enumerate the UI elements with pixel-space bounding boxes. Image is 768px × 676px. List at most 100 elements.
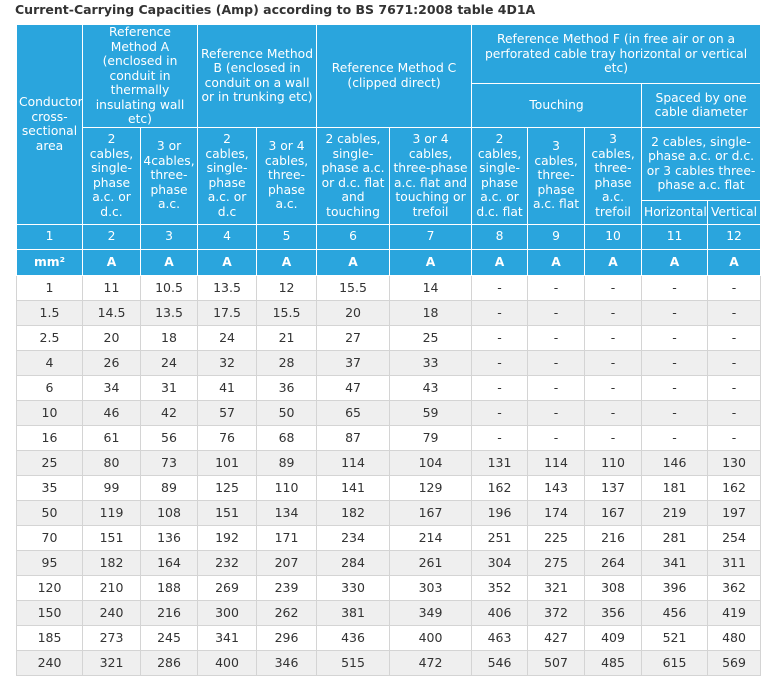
data-cell: 341	[641, 549, 709, 576]
data-cell: 70	[16, 524, 83, 551]
data-cell: 14.5	[82, 299, 141, 326]
data-cell: -	[471, 399, 529, 426]
data-cell: 286	[139, 649, 199, 676]
data-cell: 264	[584, 549, 643, 576]
header-cell: 2 cables, single-phase a.c. or d.c	[197, 126, 258, 225]
data-cell: 131	[471, 449, 529, 476]
unit-cell: A	[389, 248, 473, 276]
data-cell: 167	[389, 499, 473, 526]
data-cell: -	[584, 399, 643, 426]
data-cell: -	[584, 274, 643, 301]
header-cell: 3 or 4 cables, three-phase a.c.	[256, 126, 318, 225]
data-row: 150 240 216 300 262 381 349 406 372 356 456 419	[16, 599, 762, 626]
data-cell: 311	[707, 549, 762, 576]
data-cell: 2.5	[16, 324, 83, 351]
data-cell: 569	[707, 649, 762, 676]
unit-cell: mm²	[16, 248, 83, 276]
data-cell: 10	[16, 399, 83, 426]
data-cell: 300	[197, 599, 258, 626]
data-cell: -	[527, 349, 586, 376]
data-cell: 615	[641, 649, 709, 676]
column-number: 10	[584, 223, 643, 250]
column-number: 11	[641, 223, 709, 250]
data-cell: 480	[707, 624, 762, 651]
data-cell: 349	[389, 599, 473, 626]
data-cell: -	[471, 299, 529, 326]
header-cell: Conductor cross-sectional area	[16, 24, 83, 225]
data-cell: 59	[389, 399, 473, 426]
data-cell: 89	[139, 474, 199, 501]
data-cell: 406	[471, 599, 529, 626]
data-cell: 269	[197, 574, 258, 601]
data-cell: 16	[16, 424, 83, 451]
column-number: 3	[139, 223, 199, 250]
column-number: 12	[707, 223, 762, 250]
header-cell: Touching	[471, 82, 643, 128]
data-row: 4 26 24 32 28 37 33- - - - -	[16, 349, 762, 376]
data-cell: 110	[584, 449, 643, 476]
data-cell: -	[707, 349, 762, 376]
data-cell: 143	[527, 474, 586, 501]
data-cell: 352	[471, 574, 529, 601]
data-cell: 216	[139, 599, 199, 626]
data-cell: -	[707, 274, 762, 301]
header-cell: Spaced by one cable diameter	[641, 82, 762, 128]
unit-cell: A	[139, 248, 199, 276]
data-cell: 35	[16, 474, 83, 501]
data-row: 10 46 42 57 50 65 59- - - - -	[16, 399, 762, 426]
data-cell: 419	[707, 599, 762, 626]
data-row: 1.5 14.5 13.5 17.5 15.5 20 18- - - - -	[16, 299, 762, 326]
data-cell: 171	[256, 524, 318, 551]
data-cell: 10.5	[139, 274, 199, 301]
data-cell: 134	[256, 499, 318, 526]
data-cell: 151	[197, 499, 258, 526]
unit-cell: A	[527, 248, 586, 276]
data-cell: 56	[139, 424, 199, 451]
data-cell: 485	[584, 649, 643, 676]
data-cell: -	[707, 424, 762, 451]
data-cell: 262	[256, 599, 318, 626]
data-cell: -	[641, 274, 709, 301]
data-cell: 284	[316, 549, 391, 576]
data-cell: 11	[82, 274, 141, 301]
data-cell: 182	[316, 499, 391, 526]
data-cell: -	[641, 399, 709, 426]
header-cell: 2 cables, single-phase a.c. or d.c. flat…	[316, 126, 391, 225]
data-cell: 68	[256, 424, 318, 451]
data-cell: 296	[256, 624, 318, 651]
unit-cell: A	[256, 248, 318, 276]
data-cell: 275	[527, 549, 586, 576]
data-cell: 41	[197, 374, 258, 401]
data-cell: -	[584, 374, 643, 401]
column-number: 4	[197, 223, 258, 250]
header-cell: 3 cables, three-phase a.c. trefoil	[584, 126, 643, 225]
data-cell: 114	[527, 449, 586, 476]
data-cell: 210	[82, 574, 141, 601]
column-number: 6	[316, 223, 391, 250]
data-row: 16 61 56 76 68 87 79- - - - -	[16, 424, 762, 451]
data-cell: 240	[16, 649, 83, 676]
header-cell: 2 cables, single-phase a.c. or d.c. or 3…	[641, 126, 762, 201]
data-cell: 108	[139, 499, 199, 526]
data-cell: 436	[316, 624, 391, 651]
data-row: 120 210 188 269 239 330 303 352 321 308 396 362	[16, 574, 762, 601]
data-cell: 15.5	[316, 274, 391, 301]
data-cell: 251	[471, 524, 529, 551]
data-cell: 400	[197, 649, 258, 676]
data-cell: 25	[16, 449, 83, 476]
unit-cell: A	[584, 248, 643, 276]
data-cell: 463	[471, 624, 529, 651]
data-cell: 13.5	[197, 274, 258, 301]
data-cell: 12	[256, 274, 318, 301]
column-number: 8	[471, 223, 529, 250]
data-cell: 341	[197, 624, 258, 651]
data-cell: 76	[197, 424, 258, 451]
capacity-table: Conductor cross-sectional area Reference…	[16, 24, 762, 676]
data-cell: 17.5	[197, 299, 258, 326]
data-cell: 151	[82, 524, 141, 551]
data-row: 95 182 164 232 207 284 261 304 275 264 341 311	[16, 549, 762, 576]
data-cell: 99	[82, 474, 141, 501]
data-cell: 130	[707, 449, 762, 476]
data-cell: 18	[389, 299, 473, 326]
data-cell: 164	[139, 549, 199, 576]
